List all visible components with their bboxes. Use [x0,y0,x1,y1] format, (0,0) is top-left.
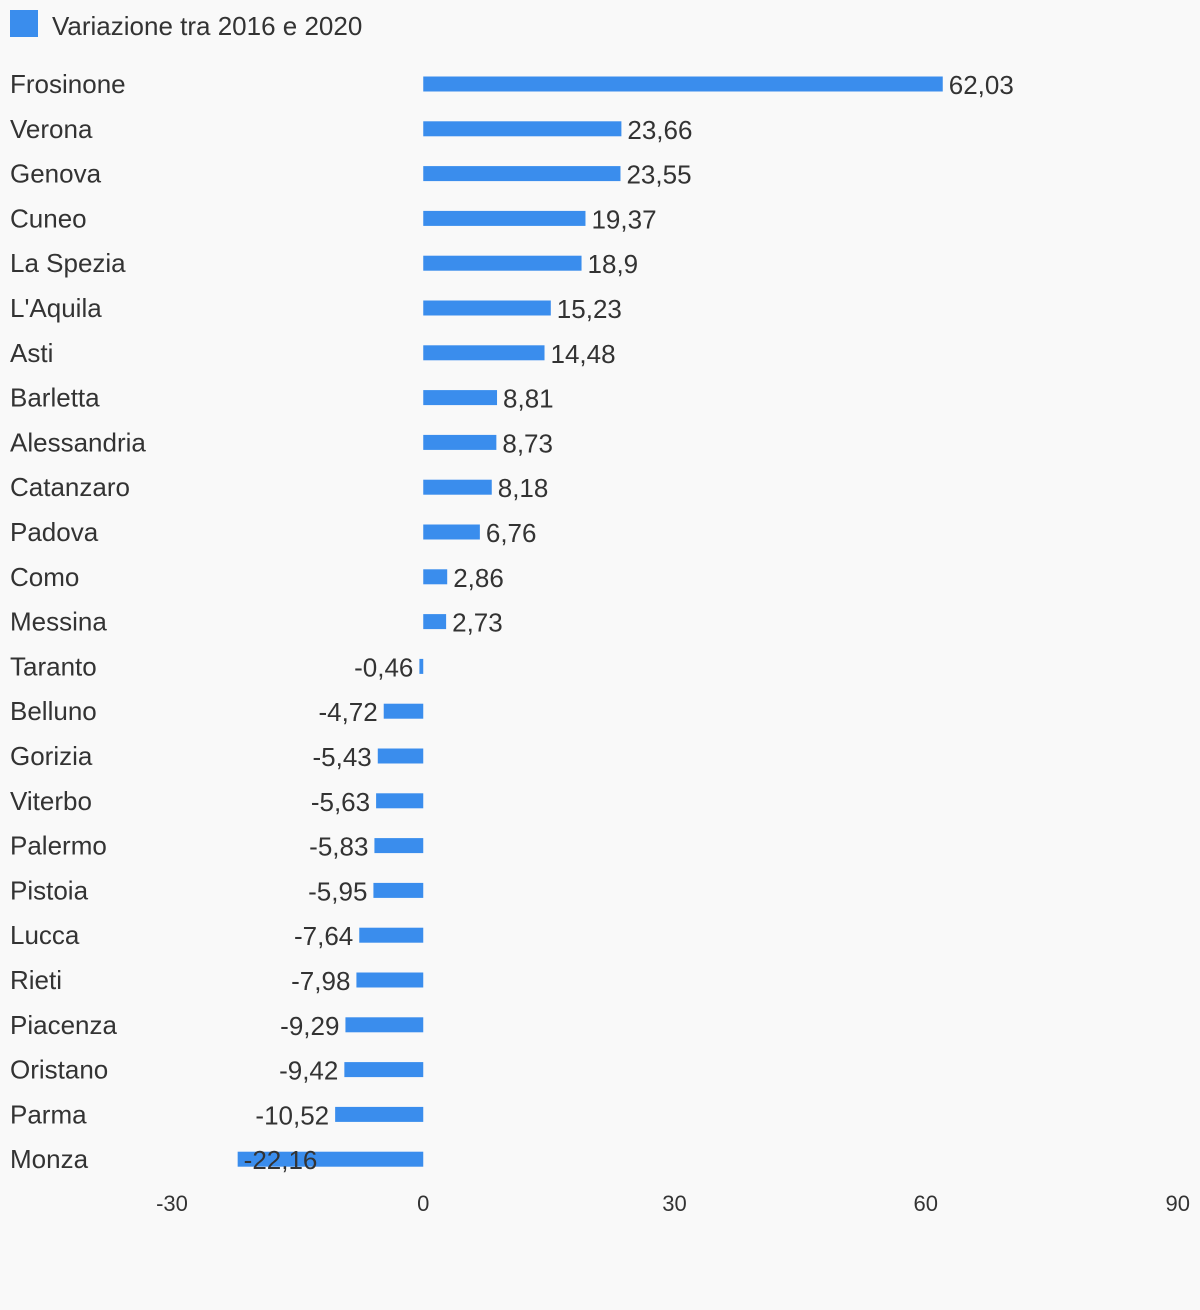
data-label: 6,76 [486,518,537,548]
bar [374,838,424,854]
bar [423,524,480,540]
bar [423,121,622,137]
bar [423,614,447,630]
category-label: La Spezia [10,248,126,278]
bar [423,434,497,450]
category-label: Messina [10,607,107,637]
category-label: Asti [10,338,53,368]
bar [359,927,424,943]
data-label: 18,9 [588,249,639,279]
category-label: Taranto [10,651,97,681]
data-label: 8,81 [503,384,554,414]
data-label: -7,98 [291,966,350,996]
data-label: -9,42 [279,1056,338,1086]
bar [335,1106,424,1122]
bar [237,1151,424,1167]
category-label: Barletta [10,383,100,413]
category-label: Gorizia [10,741,93,771]
category-label: Piacenza [10,1010,117,1040]
bar [423,166,621,182]
bar [423,390,498,406]
bar [419,658,424,674]
bar [383,703,424,719]
x-axis: -30 0 30 60 90 [156,1191,1190,1216]
bar [423,76,943,92]
category-label: Rieti [10,965,62,995]
bar [376,793,424,809]
bar [423,210,586,226]
category-label: Como [10,562,79,592]
legend-label: Variazione tra 2016 e 2020 [52,11,362,41]
category-label: Frosinone [10,69,126,99]
category-label: Cuneo [10,203,87,233]
bar [423,345,545,361]
data-label: 14,48 [551,339,616,369]
data-label: -22,16 [244,1145,318,1175]
value-labels: 62,03 23,66 23,55 19,37 18,9 15,23 14,48 8,81 8,… [244,70,1014,1175]
bar [345,1017,424,1033]
data-label: 8,18 [498,473,549,503]
category-label: Belluno [10,696,97,726]
category-label: Monza [10,1144,89,1174]
bar [377,748,424,764]
category-label: Catanzaro [10,472,130,502]
category-label: Palermo [10,831,107,861]
category-label: Verona [10,114,93,144]
x-tick-label: 0 [417,1191,429,1216]
data-label: -5,63 [311,787,370,817]
legend-swatch [10,10,38,37]
category-labels: Frosinone Verona Genova Cuneo La Spezia L'Aqu… [10,69,146,1174]
x-tick-label: 90 [1166,1191,1190,1216]
data-label: 2,73 [452,608,503,638]
category-label: Lucca [10,920,80,950]
category-label: Genova [10,159,102,189]
data-label: -9,29 [280,1011,339,1041]
data-label: 23,55 [626,160,691,190]
category-label: Oristano [10,1055,108,1085]
data-label: 8,73 [502,428,553,458]
data-label: -7,64 [294,921,353,951]
data-label: -4,72 [318,697,377,727]
data-label: 23,66 [627,115,692,145]
category-label: Parma [10,1099,87,1129]
bar [423,569,448,585]
bar [356,972,424,988]
category-label: Alessandria [10,427,146,457]
category-label: L'Aquila [10,293,102,323]
bar [423,255,582,271]
category-label: Padova [10,517,99,547]
data-label: 62,03 [949,70,1014,100]
data-label: 19,37 [591,204,656,234]
data-label: -5,95 [308,876,367,906]
data-label: -5,43 [313,742,372,772]
x-tick-label: 60 [914,1191,938,1216]
bar [344,1062,424,1078]
bars [237,76,943,1167]
bar [423,479,492,495]
bar [373,882,424,898]
bar [423,300,551,316]
x-tick-label: 30 [662,1191,686,1216]
data-label: 15,23 [557,294,622,324]
data-label: -0,46 [354,652,413,682]
category-label: Pistoia [10,875,89,905]
x-tick-label: -30 [156,1191,188,1216]
legend: Variazione tra 2016 e 2020 [10,10,362,41]
category-label: Viterbo [10,786,92,816]
data-label: -10,52 [255,1100,329,1130]
data-label: -5,83 [309,832,368,862]
data-label: 2,86 [453,563,504,593]
